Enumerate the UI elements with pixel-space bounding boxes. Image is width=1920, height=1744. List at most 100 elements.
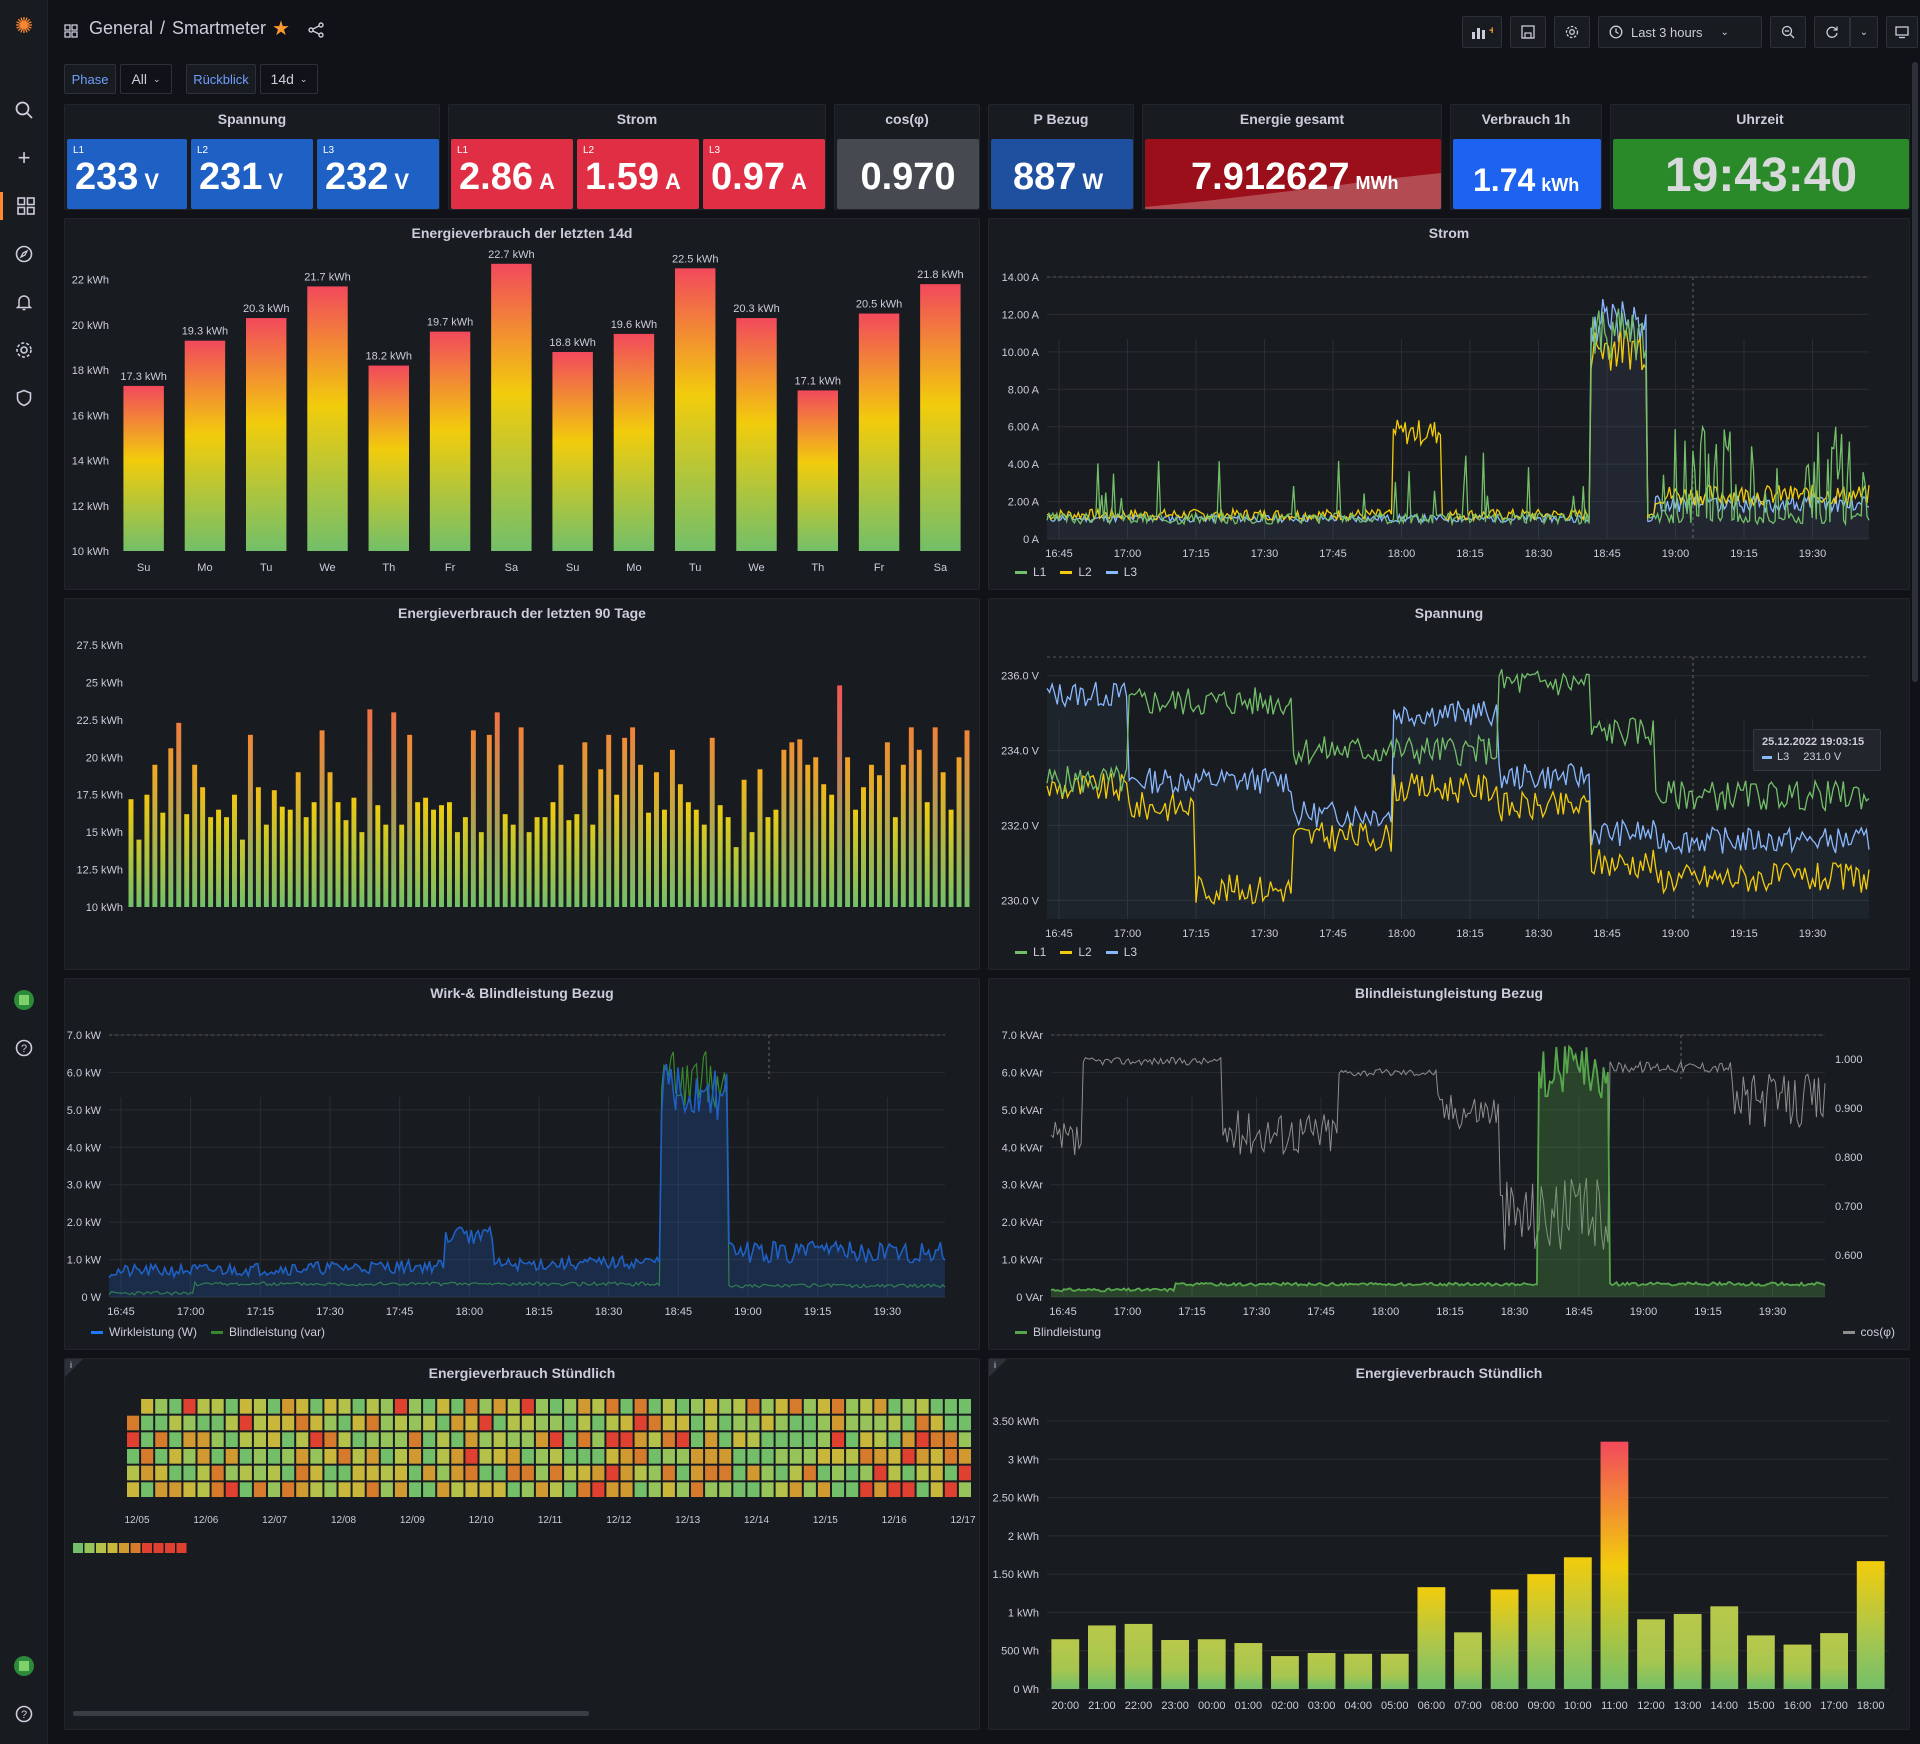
heatmap-cell: [423, 1432, 436, 1447]
variable-select-rueckblick[interactable]: 14d ⌄: [260, 64, 318, 94]
x-tick-label: 12/11: [538, 1515, 563, 1526]
panel-verbrauch-stat[interactable]: Verbrauch 1h 1.74 kWh: [1450, 104, 1602, 210]
user-avatar-icon[interactable]: [0, 986, 48, 1014]
panel-strom-timeseries[interactable]: Strom 0 A 2.00 A 4.00 A 6.00 A 8.00 A 10.00 A…: [988, 218, 1910, 590]
legend-item-l3[interactable]: L3: [1105, 945, 1137, 959]
variable-select-phase[interactable]: All ⌄: [120, 64, 172, 94]
gear-icon[interactable]: [0, 336, 48, 364]
help-icon[interactable]: ?: [0, 1034, 48, 1062]
heatmap-cell: [930, 1449, 943, 1464]
legend-item-l2[interactable]: L2: [1060, 565, 1092, 579]
x-tick-label: Fr: [445, 562, 456, 574]
legend-item-blindleistung[interactable]: Blindleistung: [1015, 1325, 1101, 1339]
panel-title: Spannung: [1414, 605, 1484, 621]
y-tick-label: 4.00 A: [1008, 459, 1040, 471]
bar: [765, 817, 771, 907]
heatmap-cell: [225, 1482, 238, 1497]
panel-spannung-timeseries[interactable]: Spannung 230.0 V 232.0 V 234.0 V 236.0 V 16:…: [988, 598, 1910, 970]
legend-swatch: [142, 1543, 152, 1553]
heatmap-cell: [691, 1415, 704, 1431]
heatmap-cell: [521, 1449, 534, 1464]
zoom-out-button[interactable]: [1770, 16, 1806, 48]
add-panel-button[interactable]: +: [1462, 16, 1502, 48]
panel-energie-90d[interactable]: Energieverbrauch der letzten 90 Tage 10 …: [64, 598, 980, 970]
page-scrollbar[interactable]: [1912, 62, 1918, 682]
refresh-button[interactable]: [1814, 16, 1850, 48]
grafana-logo-icon[interactable]: ✺: [14, 13, 34, 38]
info-corner-icon[interactable]: i: [65, 1359, 83, 1377]
heatmap-cell: [324, 1415, 337, 1431]
breadcrumb-folder[interactable]: General: [89, 18, 154, 38]
heatmap-cell: [606, 1482, 619, 1497]
panel-energie-stat[interactable]: Energie gesamt 7.912627 MWh: [1142, 104, 1442, 210]
panel-spannung-stat[interactable]: Spannung L1 233 V L2 231 V L3 232 V: [64, 104, 440, 210]
legend-item-l2[interactable]: L2: [1060, 945, 1092, 959]
tv-mode-button[interactable]: [1886, 16, 1918, 48]
heatmap-cell: [183, 1449, 196, 1464]
legend-item-cosphi[interactable]: cos(φ): [1842, 1325, 1895, 1339]
legend-item-l1[interactable]: L1: [1015, 945, 1046, 959]
panel-blindleistung-bezug[interactable]: Blindleistungleistung Bezug 0 VAr 1.0 kVA…: [988, 978, 1910, 1350]
bar: [630, 727, 636, 907]
heatmap-cell: [705, 1415, 718, 1431]
compass-icon[interactable]: [0, 240, 48, 268]
panel-energie-stuendlich-heatmap[interactable]: Energieverbrauch Stündlich i 12/05 12/06 1…: [64, 1358, 980, 1730]
heatmap-cell: [817, 1415, 830, 1431]
x-tick-label: 16:45: [1049, 1306, 1077, 1318]
shield-icon[interactable]: [0, 384, 48, 412]
bar: [123, 385, 164, 551]
x-tick-label: 18:00: [1857, 1700, 1885, 1712]
panel-energie-14d[interactable]: Energieverbrauch der letzten 14d 10 kWh 1…: [64, 218, 980, 590]
share-icon[interactable]: [308, 22, 324, 38]
breadcrumb-dashboard[interactable]: Smartmeter: [172, 18, 267, 38]
heatmap-cell: [747, 1449, 760, 1464]
legend-item-blindleistung[interactable]: Blindleistung (var): [211, 1325, 325, 1339]
favorite-star-icon[interactable]: ★: [272, 18, 290, 40]
save-dashboard-button[interactable]: [1510, 16, 1546, 48]
dashboard-settings-button[interactable]: [1554, 16, 1590, 48]
panel-wirk-blindleistung[interactable]: Wirk-& Blindleistung Bezug 0 W 1.0 kW 2.0 …: [64, 978, 980, 1350]
legend: L1 L2 L3: [1015, 565, 1137, 579]
time-range-picker[interactable]: Last 3 hours ⌄: [1598, 16, 1762, 48]
bar: [494, 712, 500, 907]
heatmap-cell: [761, 1415, 774, 1431]
chevron-down-icon: ⌄: [299, 73, 308, 84]
heatmap-cell: [902, 1465, 915, 1481]
bar: [574, 814, 580, 907]
legend-item-wirkleistung[interactable]: Wirkleistung (W): [91, 1325, 197, 1339]
stat-cosphi: 0.970: [837, 139, 979, 209]
refresh-interval-dropdown[interactable]: ⌄: [1850, 16, 1878, 48]
bell-icon[interactable]: [0, 288, 48, 316]
panel-pbezug-stat[interactable]: P Bezug 887 W: [988, 104, 1134, 210]
info-corner-icon[interactable]: i: [989, 1359, 1007, 1377]
heatmap-cell: [803, 1432, 816, 1447]
x-tick-label: Tu: [689, 562, 701, 574]
panel-uhrzeit-stat[interactable]: Uhrzeit 19:43:40: [1610, 104, 1910, 210]
x-tick-label: 19:00: [1662, 928, 1690, 940]
chart-strom: 0 A 2.00 A 4.00 A 6.00 A 8.00 A 10.00 A 12.00 …: [1002, 272, 1870, 560]
y-tick-label: 3.50 kWh: [993, 1416, 1039, 1428]
x-tick-label: Mo: [626, 562, 641, 574]
panel-cosphi-stat[interactable]: cos(φ) 0.970: [834, 104, 980, 210]
stat-pbezug: 887 W: [991, 139, 1133, 209]
plus-icon[interactable]: +: [17, 145, 31, 170]
x-tick-label: 17:45: [1319, 548, 1347, 560]
user-avatar-bottom-icon[interactable]: [0, 1652, 48, 1680]
search-icon[interactable]: [0, 96, 48, 124]
heatmap-cell: [268, 1449, 281, 1464]
stat-spannung-l2: L2 231 V: [191, 139, 313, 209]
x-tick-label: 18:45: [1565, 1306, 1593, 1318]
heatmap-cell: [197, 1415, 210, 1431]
dashboards-icon[interactable]: [0, 192, 48, 220]
legend-item-l1[interactable]: L1: [1015, 565, 1046, 579]
bar: [1234, 1643, 1263, 1689]
bar: [367, 709, 373, 907]
heatmap-cell: [211, 1482, 224, 1497]
phase-label: L3: [709, 145, 721, 156]
help-bottom-icon[interactable]: ?: [0, 1700, 48, 1728]
panel-energie-stuendlich-bar[interactable]: Energieverbrauch Stündlich i 0 Wh 500 Wh 1…: [988, 1358, 1910, 1730]
bar-value-label: 20.3 kWh: [243, 303, 289, 315]
legend-item-l3[interactable]: L3: [1105, 565, 1137, 579]
x-tick-label: Su: [137, 562, 150, 574]
panel-strom-stat[interactable]: Strom L1 2.86 A L2 1.59 A L3 0.97 A: [448, 104, 826, 210]
